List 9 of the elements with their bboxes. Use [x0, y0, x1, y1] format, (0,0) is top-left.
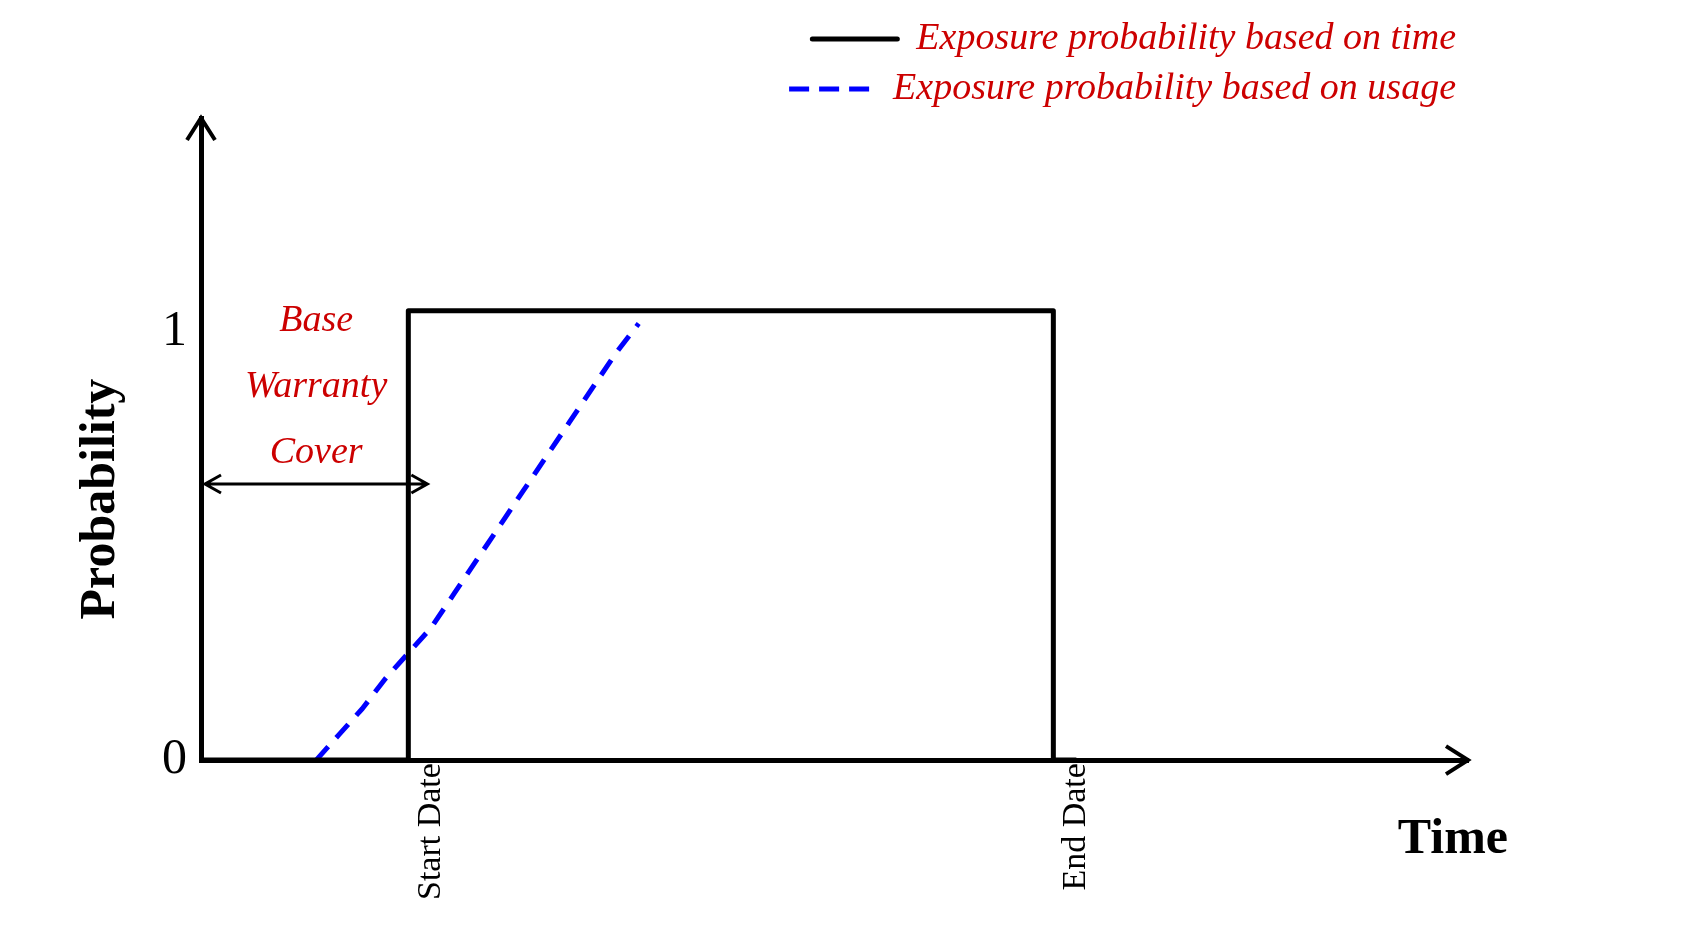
y-tick-label: 1 — [162, 300, 187, 357]
y-tick-label: 0 — [162, 728, 187, 785]
legend-label: Exposure probability based on usage — [892, 64, 1457, 107]
x-tick-label: Start Date — [410, 763, 448, 901]
annotation: Base Warranty Cover — [245, 296, 388, 471]
x-tick-label: End Date — [1055, 763, 1093, 891]
legend-label: Exposure probability based on time — [915, 14, 1457, 57]
x-axis-title: Time — [1397, 808, 1508, 865]
y-axis-title: Probability — [68, 378, 125, 620]
